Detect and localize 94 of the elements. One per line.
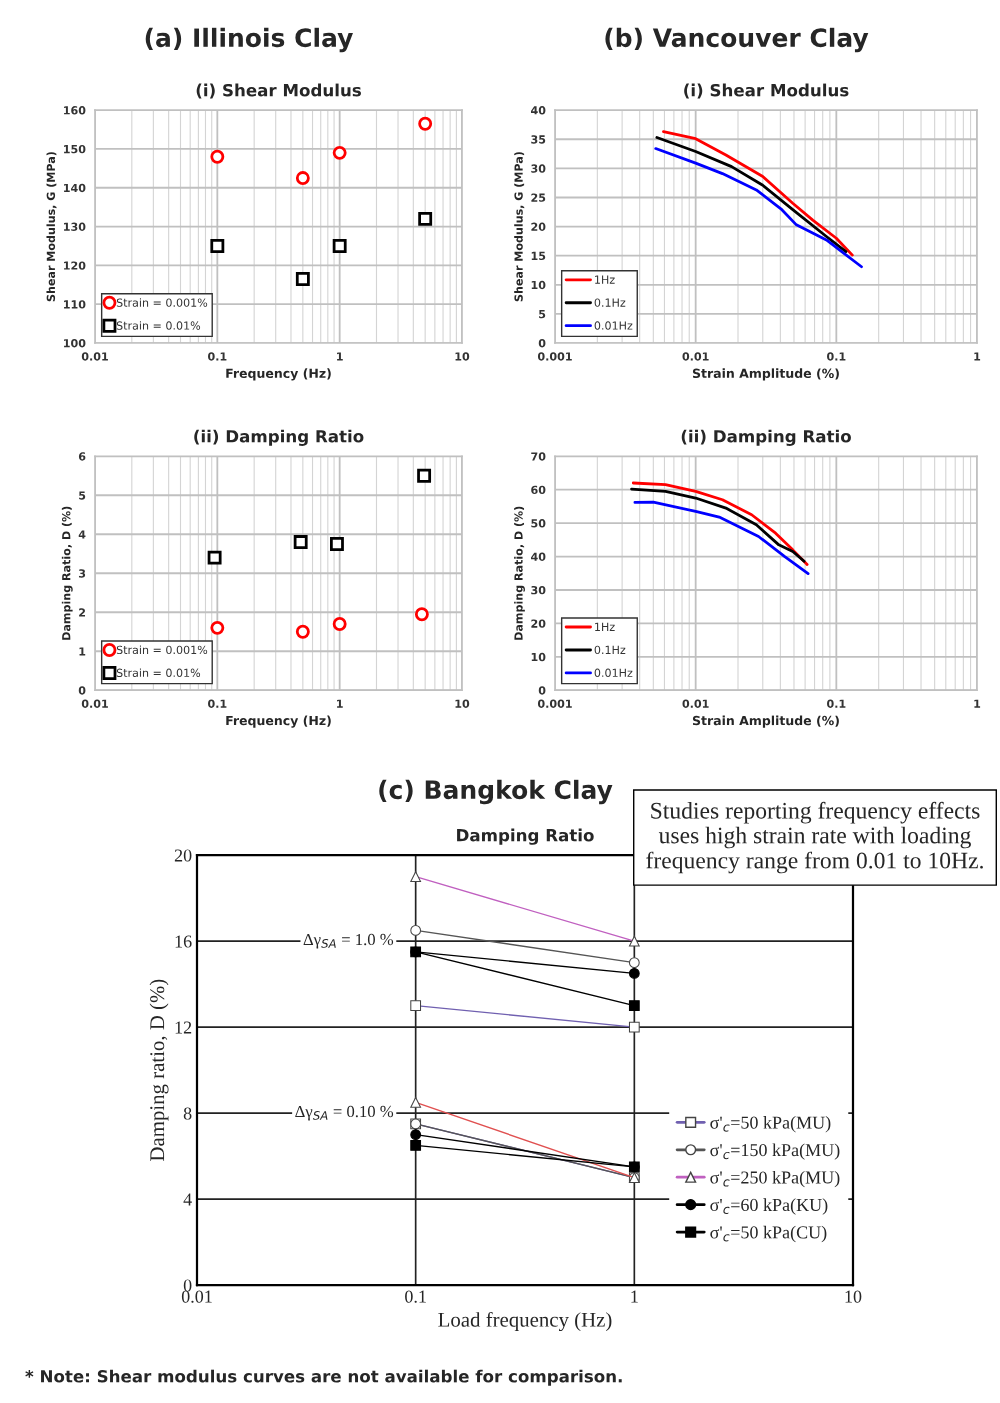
x-tick-label: 1 xyxy=(337,699,343,708)
y-tick-label: 60 xyxy=(531,485,546,495)
y-tick-label: 5 xyxy=(79,491,86,500)
y-tick-label: 120 xyxy=(64,261,86,270)
y-tick-label: 110 xyxy=(64,300,86,309)
legend-label: σ'$_{c}$=50 kPa(MU) xyxy=(710,1116,831,1133)
chart-title: (b) Vancouver Clay xyxy=(605,27,869,53)
y-tick-label: 30 xyxy=(531,585,546,595)
y-tick-label: 4 xyxy=(183,1193,192,1206)
y-tick-label: 100 xyxy=(64,339,86,348)
legend-label: Strain = 0.001% xyxy=(116,298,208,307)
legend-label: Strain = 0.01% xyxy=(116,321,201,330)
chart-title: (ii) Damping Ratio xyxy=(681,429,851,446)
annotation: Δγ$_{SA}$ = 0.10 % xyxy=(295,1105,394,1121)
x-tick-label: 1 xyxy=(337,352,343,361)
y-axis-title: Shear Modulus, G (MPa) xyxy=(514,152,525,302)
y-tick-label: 8 xyxy=(183,1107,192,1120)
y-tick-label: 1 xyxy=(79,647,86,656)
x-axis-title: Frequency (Hz) xyxy=(226,715,331,728)
x-tick-label: 1 xyxy=(974,699,981,708)
y-axis-title: Damping Ratio, D (%) xyxy=(514,506,525,640)
legend-label: 0.1Hz xyxy=(594,298,626,307)
legend-label: σ'$_{c}$=150 kPa(MU) xyxy=(710,1143,840,1160)
x-tick-label: 0.01 xyxy=(81,352,108,361)
chart-subtitle: (i) Shear Modulus xyxy=(684,83,849,99)
x-tick-label: 10 xyxy=(455,352,470,361)
legend-label: 1Hz xyxy=(595,622,615,631)
y-tick-label: 10 xyxy=(531,652,546,662)
text: * Note: Shear modulus curves are not available for comparison. xyxy=(25,1369,622,1386)
x-tick-label: 1 xyxy=(631,1290,638,1303)
y-tick-label: 150 xyxy=(64,144,86,154)
x-tick-label: 0.001 xyxy=(537,699,572,708)
x-tick-label: 0.01 xyxy=(682,699,709,708)
legend-label: Strain = 0.01% xyxy=(116,668,201,678)
x-axis-title: Frequency (Hz) xyxy=(226,368,331,381)
y-tick-label: 0 xyxy=(183,1279,192,1292)
x-axis-title: Load frequency (Hz) xyxy=(438,1311,612,1332)
y-axis-title: Shear Modulus, G (MPa) xyxy=(46,152,57,302)
y-tick-label: 25 xyxy=(531,193,546,202)
legend-label: σ'$_{c}$=50 kPa(CU) xyxy=(710,1225,827,1243)
x-tick-label: 0.01 xyxy=(682,352,709,361)
legend-label: 0.01Hz xyxy=(594,668,633,678)
annotation: Studies reporting frequency effects uses high strain rate with loading frequency range from 0.01 to 10Hz. xyxy=(646,801,983,874)
x-tick-label: 0.1 xyxy=(208,699,227,708)
legend-label: 1Hz xyxy=(595,275,615,284)
chart-subtitle: (i) Shear Modulus xyxy=(196,83,361,99)
y-tick-label: 6 xyxy=(78,452,86,461)
legend-label: 0.01Hz xyxy=(594,321,633,330)
y-tick-label: 35 xyxy=(531,135,546,144)
y-tick-label: 2 xyxy=(79,608,86,617)
x-tick-label: 0.01 xyxy=(81,699,108,708)
x-tick-label: 0.001 xyxy=(537,352,572,361)
y-axis-title: Damping ratio, D (%) xyxy=(149,979,169,1161)
annotation: Δγ$_{SA}$ = 1.0 % xyxy=(303,933,394,949)
x-tick-label: 10 xyxy=(845,1290,862,1303)
y-tick-label: 30 xyxy=(531,164,546,173)
legend-label: σ'$_{c}$=60 kPa(KU) xyxy=(710,1198,828,1215)
y-tick-label: 0 xyxy=(78,686,86,695)
y-tick-label: 0 xyxy=(538,339,546,348)
x-tick-label: 1 xyxy=(974,352,981,361)
x-tick-label: 0.1 xyxy=(405,1290,426,1303)
y-tick-label: 0 xyxy=(538,686,546,695)
x-tick-label: 0.01 xyxy=(181,1290,212,1303)
y-tick-label: 16 xyxy=(175,935,192,948)
y-tick-label: 130 xyxy=(64,222,86,231)
y-tick-label: 15 xyxy=(531,251,546,261)
chart-subtitle: Damping Ratio xyxy=(457,828,594,845)
y-tick-label: 50 xyxy=(531,519,546,528)
y-tick-label: 160 xyxy=(64,106,86,115)
y-tick-label: 140 xyxy=(64,183,86,193)
y-axis-title: Damping Ratio, D (%) xyxy=(61,506,73,640)
x-tick-label: 10 xyxy=(455,699,470,708)
legend-label: σ'$_{c}$=250 kPa(MU) xyxy=(710,1170,840,1188)
x-axis-title: Strain Amplitude (%) xyxy=(692,368,839,381)
x-axis-title: Strain Amplitude (%) xyxy=(692,715,839,728)
y-tick-label: 70 xyxy=(531,452,546,461)
y-tick-label: 3 xyxy=(78,569,86,578)
y-tick-label: 20 xyxy=(531,619,546,628)
y-tick-label: 20 xyxy=(531,222,546,231)
y-tick-label: 5 xyxy=(539,310,546,319)
y-tick-label: 40 xyxy=(531,552,546,561)
x-tick-label: 0.1 xyxy=(827,352,846,361)
chart-title: (a) Illinois Clay xyxy=(145,27,353,53)
y-tick-label: 12 xyxy=(175,1021,192,1034)
y-tick-label: 20 xyxy=(174,849,192,862)
legend-label: 0.1Hz xyxy=(594,645,626,655)
chart-title: (c) Bangkok Clay xyxy=(379,779,613,805)
legend-label: Strain = 0.001% xyxy=(116,645,208,655)
y-tick-label: 10 xyxy=(531,280,546,290)
chart-title: (ii) Damping Ratio xyxy=(194,429,364,446)
y-tick-label: 4 xyxy=(78,530,86,539)
y-tick-label: 40 xyxy=(531,106,546,115)
x-tick-label: 0.1 xyxy=(208,352,227,361)
x-tick-label: 0.1 xyxy=(827,699,846,708)
